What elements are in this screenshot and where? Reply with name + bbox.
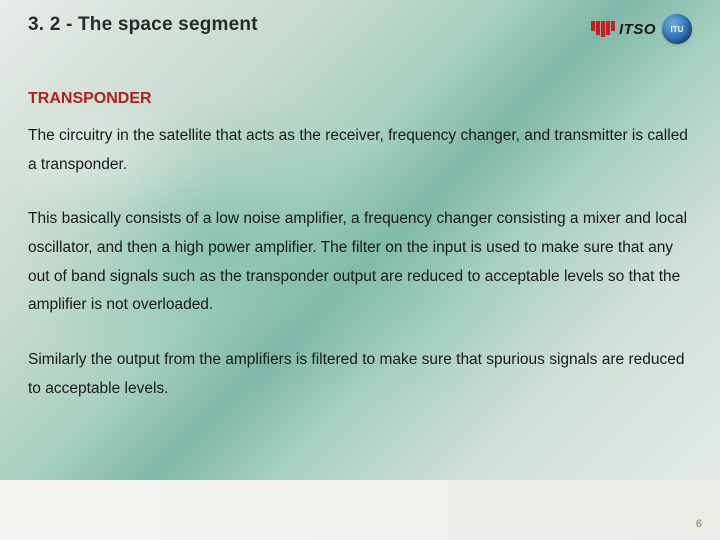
paragraph-3: Similarly the output from the amplifiers… (28, 346, 692, 403)
itu-logo-text: ITU (671, 25, 684, 34)
itu-globe-icon: ITU (662, 14, 692, 44)
itso-logo: ITSO (591, 21, 656, 38)
slide-title: 3. 2 - The space segment (28, 14, 258, 36)
page-number: 6 (696, 518, 702, 530)
slide-header: 3. 2 - The space segment ITSO ITU (28, 14, 692, 44)
section-subheading: TRANSPONDER (28, 90, 692, 108)
slide-content: 3. 2 - The space segment ITSO ITU TRANSP… (0, 0, 720, 540)
paragraph-1: The circuitry in the satellite that acts… (28, 122, 692, 179)
logo-group: ITSO ITU (591, 14, 692, 44)
itso-logo-text: ITSO (619, 21, 656, 38)
itso-bars-icon (591, 21, 615, 37)
paragraph-2: This basically consists of a low noise a… (28, 205, 692, 320)
